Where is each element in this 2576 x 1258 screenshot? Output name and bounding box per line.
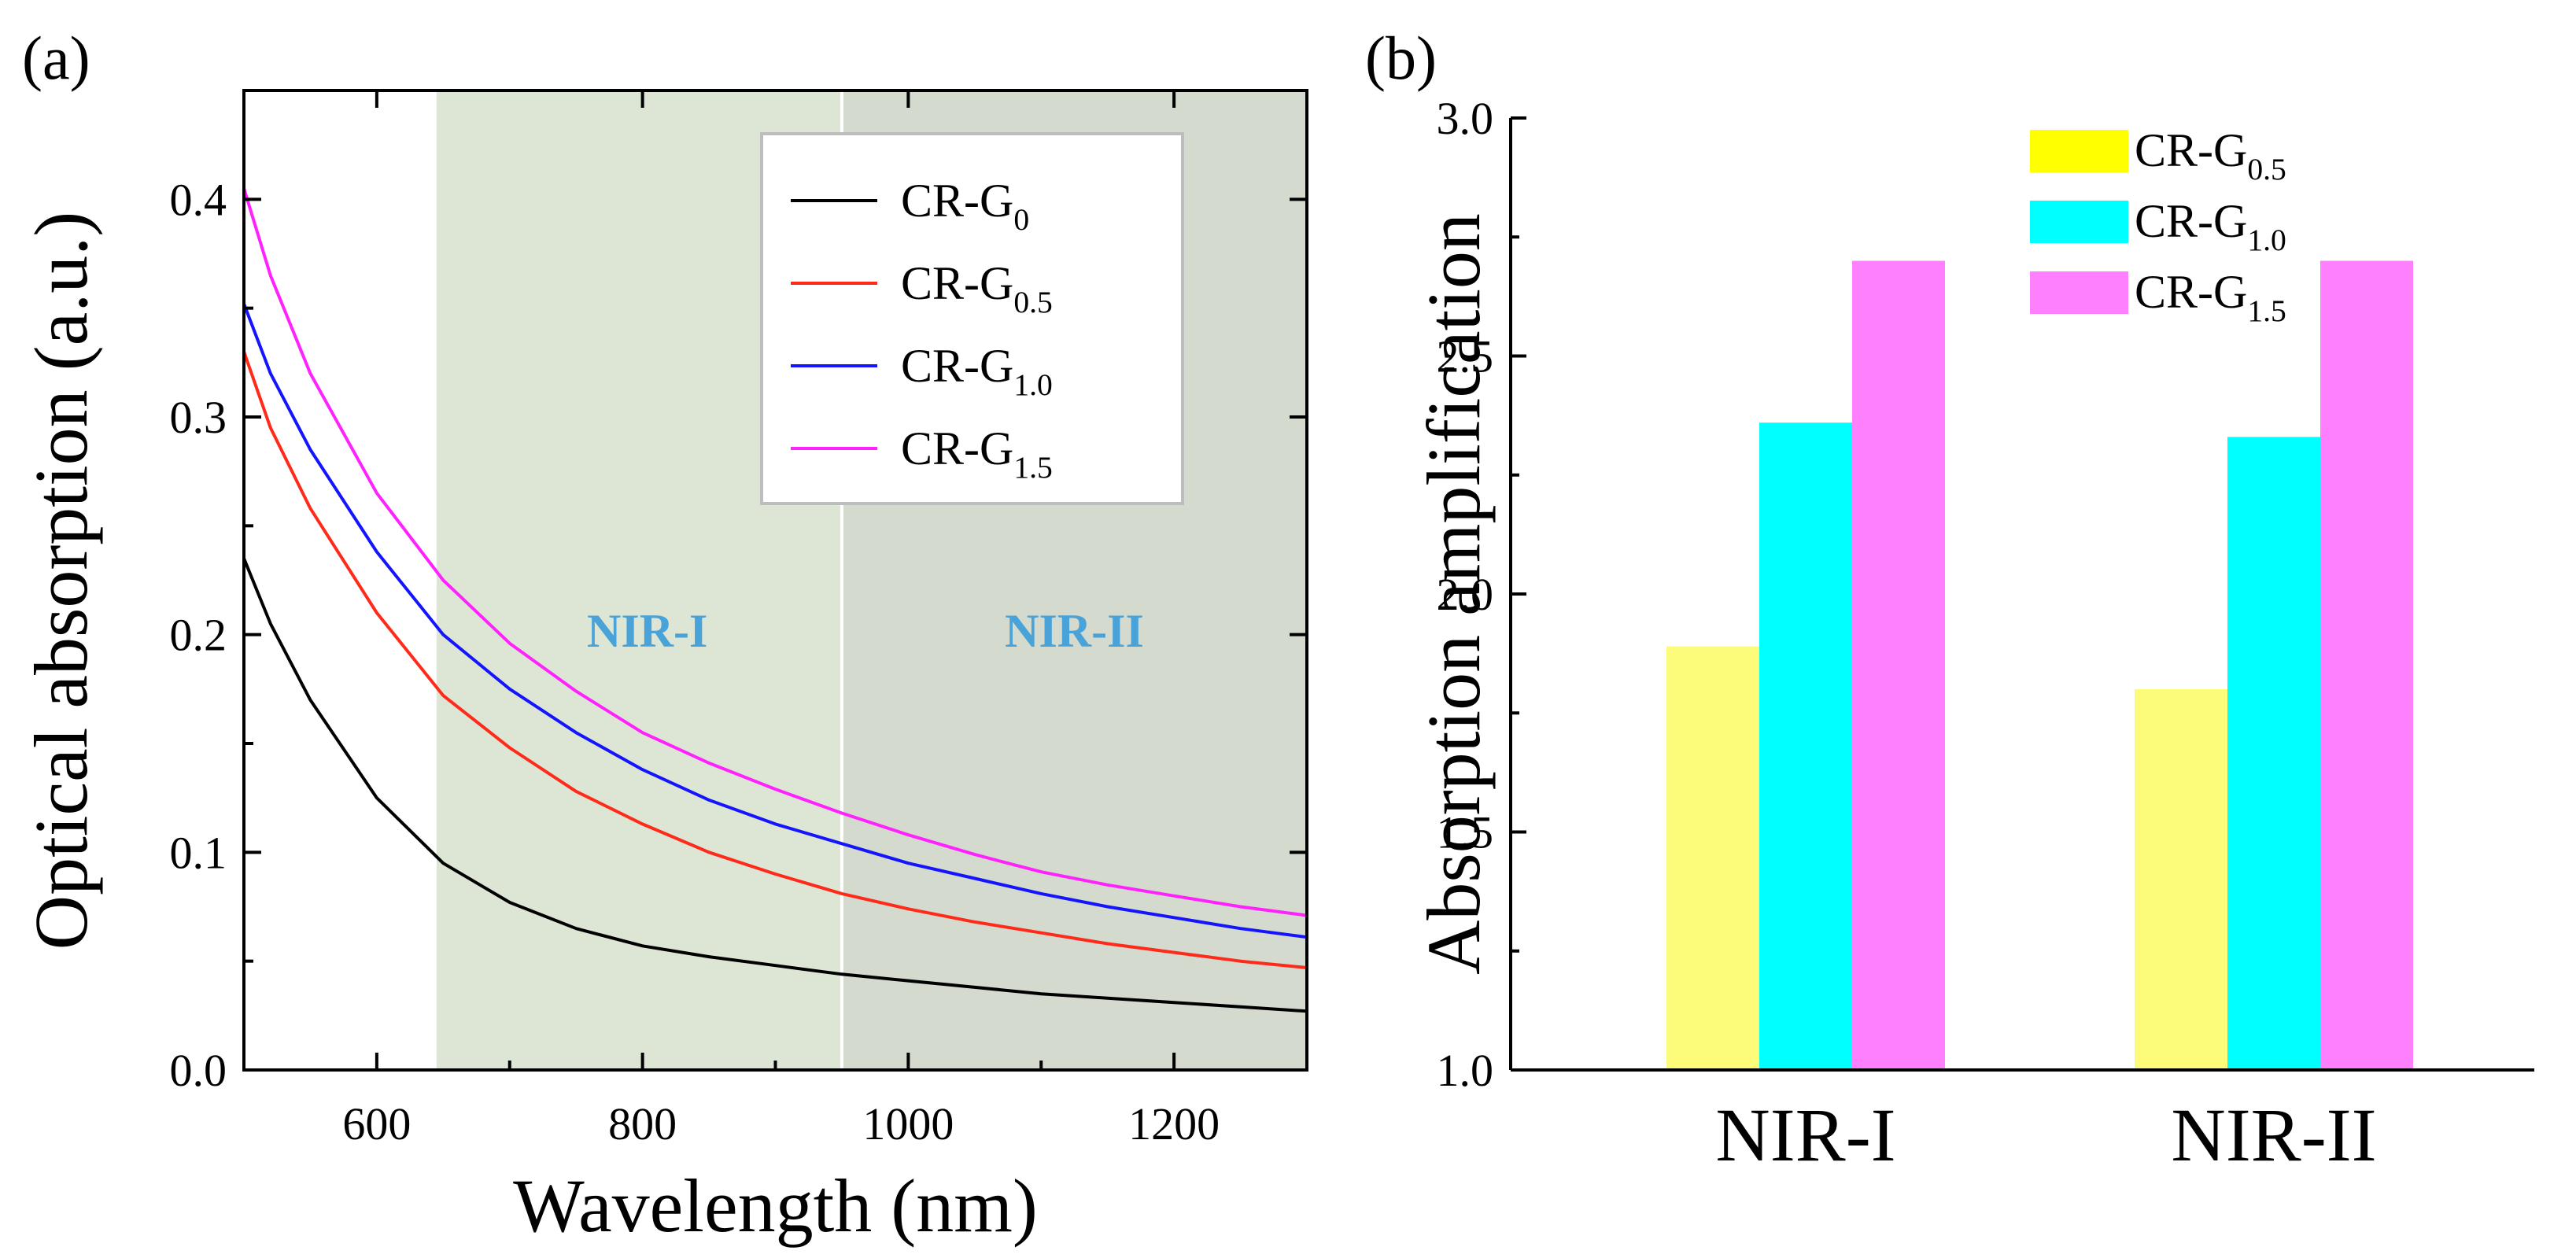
region-label-nir-ii: NIR-II: [1005, 605, 1144, 657]
legend-text-subscript: 1.0: [2247, 223, 2286, 257]
y-tick-label: 0.1: [170, 827, 227, 878]
y-axis-title-a: Optical absorption (a.u.): [19, 212, 103, 950]
y-tick-label: 1.5: [1437, 807, 1494, 858]
series-line-0: [242, 558, 1308, 1013]
legend-text-subscript: 0.5: [2247, 152, 2286, 186]
legend-swatch: [2030, 271, 2128, 314]
legend-entry: CR-G1.0: [2135, 195, 2286, 257]
panel-label-a: (a): [22, 24, 90, 92]
x-tick-label: 1000: [862, 1098, 954, 1149]
panel-b: (b) NIR-I NIR-II 1.0 1.5 2.0 2.5 3.0 Absorption …: [1365, 24, 2534, 1177]
bar-nir-ii-1.5: [2320, 260, 2413, 1070]
legend-text-base: CR-G: [901, 340, 1013, 392]
legend-entry: CR-G0.5: [2135, 124, 2286, 186]
legend-text-subscript: 1.5: [1013, 450, 1052, 485]
region-label-nir-i: NIR-I: [587, 605, 707, 657]
y-tick-label: 3.0: [1437, 93, 1494, 144]
y-tick-label: 2.0: [1437, 569, 1494, 620]
bar-nir-i-1.5: [1852, 260, 1945, 1070]
legend-entry: CR-G1.5: [901, 422, 1053, 485]
bar-nir-i-0.5: [1666, 646, 1759, 1070]
legend-box-a: [760, 132, 1184, 505]
x-tick-label: 1200: [1128, 1098, 1220, 1149]
y-tick-label: 0.4: [170, 174, 227, 225]
legend-text-base: CR-G: [901, 257, 1013, 309]
y-axis-title-b: Absorption amplification: [1412, 213, 1496, 975]
legend-swatch: [2030, 130, 2128, 172]
series-line-0.5: [242, 351, 1308, 969]
legend-b: CR-G0.5CR-G1.0CR-G1.5: [2030, 124, 2286, 328]
y-tick-label: 2.5: [1437, 331, 1494, 382]
series-line-1.0: [242, 303, 1308, 939]
x-tick-label: 600: [342, 1098, 411, 1149]
y-tick-label: 1.0: [1437, 1045, 1494, 1096]
category-label: NIR-II: [2171, 1093, 2376, 1177]
legend-text-base: CR-G: [2135, 195, 2247, 247]
y-tick-label: 0.3: [170, 392, 227, 443]
legend-text-base: CR-G: [901, 422, 1013, 474]
legend-text-base: CR-G: [2135, 124, 2247, 176]
bar-nir-ii-1.0: [2227, 437, 2320, 1070]
panel-label-b: (b): [1365, 24, 1437, 92]
legend-entry: CR-G1.5: [2135, 266, 2286, 328]
panel-a: (a) NIR-I NIR-II 600 800 1000 1200 0.0 0.1 0.2 0.3…: [19, 24, 1308, 1248]
legend-text-subscript: 1.0: [1013, 367, 1052, 402]
legend-entry: CR-G0.5: [901, 257, 1053, 319]
x-tick-label: 800: [608, 1098, 677, 1149]
category-label: NIR-I: [1715, 1093, 1895, 1177]
legend-text-base: CR-G: [2135, 266, 2247, 318]
series-line-1.5: [242, 187, 1308, 917]
legend-text-subscript: 0: [1013, 202, 1029, 237]
legend-text-base: CR-G: [901, 175, 1013, 227]
legend-entry: CR-G1.0: [901, 340, 1053, 402]
legend-text-subscript: 1.5: [2247, 293, 2286, 328]
legend-text-subscript: 0.5: [1013, 285, 1052, 319]
legend-swatch: [2030, 201, 2128, 243]
y-tick-label: 0.0: [170, 1045, 227, 1096]
x-axis-title-a: Wavelength (nm): [513, 1164, 1038, 1248]
y-tick-label: 0.2: [170, 610, 227, 661]
bar-nir-i-1.0: [1759, 422, 1852, 1070]
bar-nir-ii-0.5: [2135, 689, 2227, 1070]
legend-entry: CR-G0: [901, 175, 1029, 237]
